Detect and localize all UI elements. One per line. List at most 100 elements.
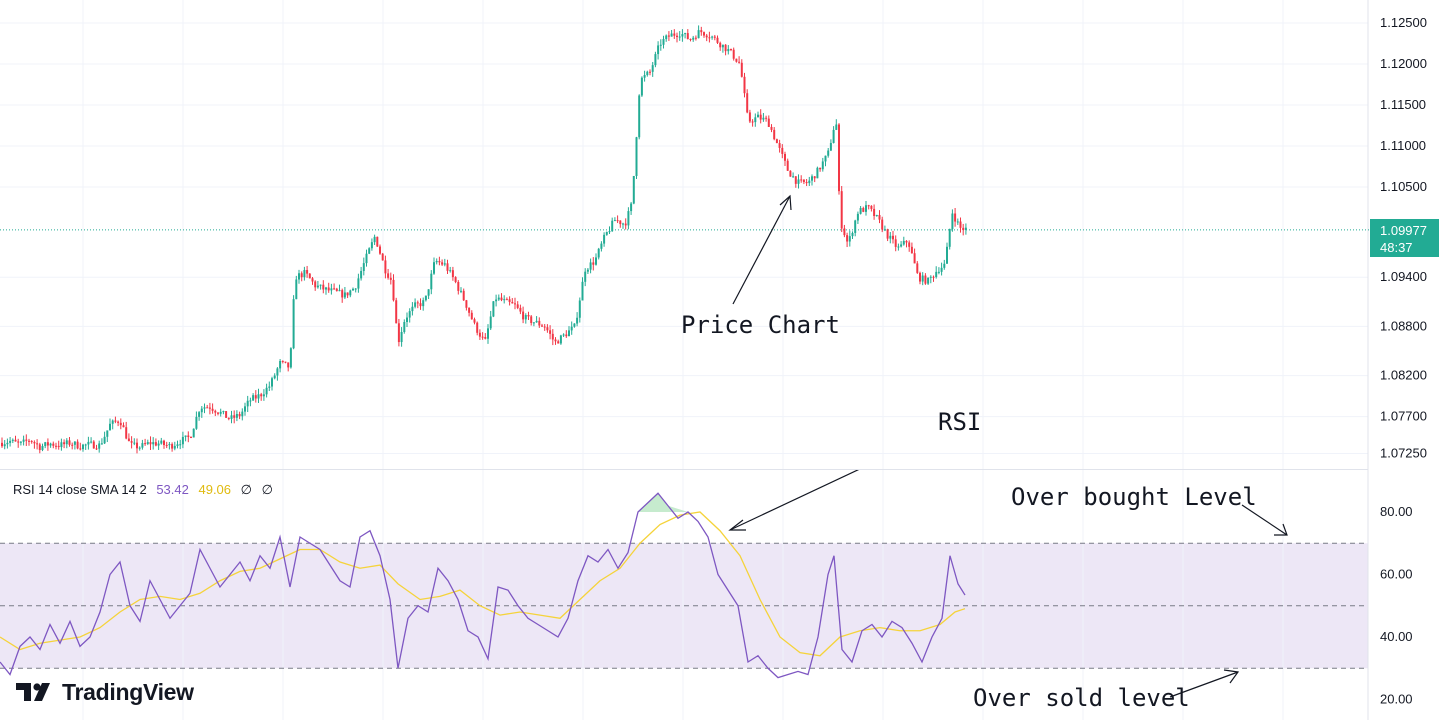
candle-body xyxy=(535,320,538,323)
candle-body xyxy=(962,227,965,230)
candle-body xyxy=(430,273,433,290)
tradingview-logo[interactable]: TradingView xyxy=(16,678,194,706)
candle-body xyxy=(127,438,130,442)
candle-body xyxy=(919,272,921,282)
candle-body xyxy=(565,334,568,337)
candle-body xyxy=(38,444,41,451)
candle-body xyxy=(659,44,662,46)
candle-body xyxy=(141,443,144,448)
candle-body xyxy=(956,221,959,223)
candle-body xyxy=(805,182,808,184)
candle-body xyxy=(311,278,314,282)
candle-body xyxy=(71,444,74,446)
candle-body xyxy=(389,277,392,280)
candle-body xyxy=(476,322,479,333)
candle-body xyxy=(937,271,940,273)
candle-body xyxy=(657,45,660,55)
candle-body xyxy=(235,414,238,418)
candle-body xyxy=(603,234,606,244)
candle-body xyxy=(473,319,476,323)
candle-body xyxy=(306,269,309,274)
candle-body xyxy=(908,242,911,247)
candle-body xyxy=(171,444,174,449)
candle-body xyxy=(870,205,873,209)
price-chart[interactable]: 1.12500 1.12000 1.11500 1.11000 1.10500 1.094… xyxy=(0,0,1448,470)
tradingview-logo-text: TradingView xyxy=(62,678,194,705)
candle-body xyxy=(630,203,633,212)
candle-body xyxy=(813,176,816,179)
candle-body xyxy=(300,273,303,278)
candle-body xyxy=(581,281,584,301)
candle-body xyxy=(387,273,390,278)
price-axis-tick-label: 1.12500 xyxy=(1380,15,1427,30)
candle-body xyxy=(856,213,859,221)
candle-body xyxy=(597,248,600,258)
candle-body xyxy=(254,395,257,399)
rsi-legend[interactable]: RSI 14 close SMA 14 2 53.42 49.06 ∅ ∅ xyxy=(13,482,279,498)
candle-body xyxy=(762,117,765,120)
rsi-chart[interactable]: 80.00 60.00 40.00 20.00 xyxy=(0,470,1448,720)
candle-body xyxy=(333,288,336,290)
candle-body xyxy=(451,270,454,278)
candle-body xyxy=(802,179,805,183)
candle-body xyxy=(322,284,325,290)
candle-body xyxy=(82,444,84,450)
candle-body xyxy=(905,240,908,243)
candle-body xyxy=(835,124,838,130)
arrow-line xyxy=(1169,671,1239,698)
candle-body xyxy=(883,229,886,231)
candle-body xyxy=(935,271,938,278)
candle-body xyxy=(943,263,946,268)
candle-body xyxy=(241,411,244,417)
candle-body xyxy=(754,117,757,123)
candle-body xyxy=(511,301,514,304)
candle-body xyxy=(41,446,44,451)
candle-body xyxy=(829,142,832,151)
candle-body xyxy=(775,139,778,144)
candle-body xyxy=(79,448,82,450)
candle-body xyxy=(262,394,265,397)
candle-body xyxy=(173,445,176,449)
candle-body xyxy=(532,322,535,324)
candle-body xyxy=(724,44,727,52)
candle-body xyxy=(454,277,457,283)
candle-body xyxy=(1,442,3,447)
candle-body xyxy=(492,301,495,317)
candle-body xyxy=(28,440,30,442)
candle-body xyxy=(109,423,111,431)
candle-body xyxy=(284,361,287,363)
candle-body xyxy=(503,299,506,301)
candle-body xyxy=(954,213,957,222)
candle-body xyxy=(9,440,12,443)
candle-body xyxy=(376,236,379,247)
candle-body xyxy=(433,262,435,274)
candle-body xyxy=(632,175,635,204)
candle-body xyxy=(257,394,260,399)
candle-body xyxy=(778,143,781,148)
price-grid xyxy=(0,0,1368,470)
candle-body xyxy=(408,311,411,318)
candle-body xyxy=(894,239,897,247)
candle-body xyxy=(881,219,884,230)
candle-body xyxy=(751,121,754,123)
candle-body xyxy=(152,442,155,445)
candle-body xyxy=(489,316,492,329)
arrow-line xyxy=(732,195,791,305)
candle-body xyxy=(508,299,511,302)
overbought-arrow xyxy=(1241,504,1288,536)
candle-body xyxy=(354,288,357,290)
candle-body xyxy=(700,30,703,33)
candle-body xyxy=(892,235,894,240)
price-axis-tick-label: 1.07250 xyxy=(1380,446,1427,461)
candle-body xyxy=(325,287,327,290)
candle-body xyxy=(392,279,395,301)
candle-body xyxy=(964,227,967,230)
candle-body xyxy=(198,412,201,417)
candle-body xyxy=(635,137,638,176)
candle-body xyxy=(52,443,55,446)
candle-body xyxy=(527,315,530,317)
price-axis-tick-label: 1.10500 xyxy=(1380,179,1427,194)
candle-body xyxy=(384,260,387,274)
candle-body xyxy=(130,441,133,443)
candle-body xyxy=(370,242,373,249)
